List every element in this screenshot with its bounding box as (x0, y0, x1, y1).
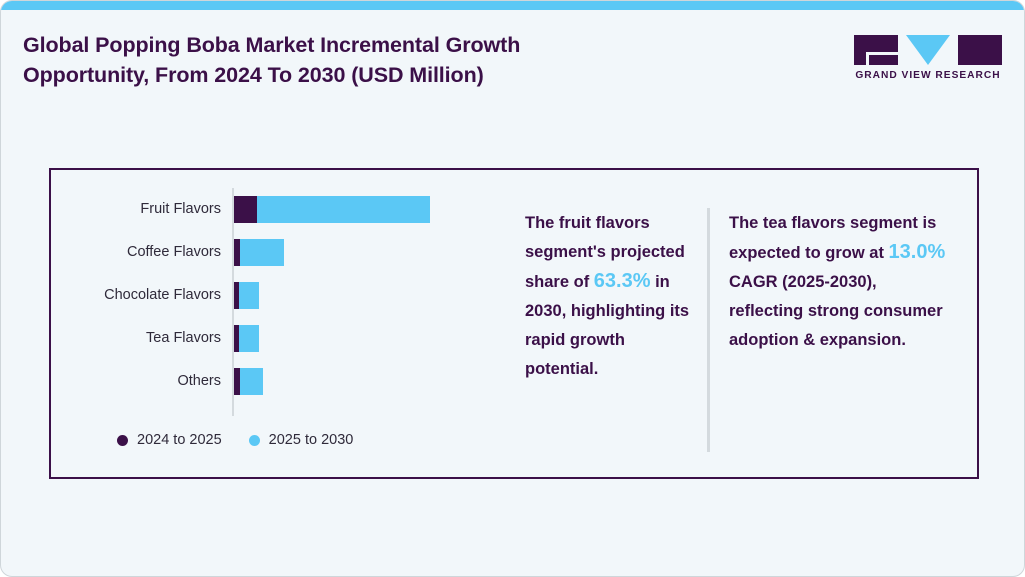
legend-dot-icon (248, 434, 260, 446)
insight-suffix-text: CAGR (2025-2030), reflecting strong cons… (729, 273, 943, 349)
legend-item-2024-to-2025: 2024 to 2025 (117, 432, 222, 448)
bar-category-label: Fruit Flavors (140, 201, 221, 217)
insight-highlight-value: 63.3% (593, 270, 651, 292)
logo-g-stem (866, 52, 869, 65)
bar-segment-2025-2030 (240, 368, 263, 395)
legend-item-2025-to-2030: 2025 to 2030 (248, 432, 354, 448)
table-row: Fruit Flavors (51, 188, 521, 231)
page-title-line-1: Global Popping Boba Market Incremental G… (23, 33, 521, 57)
bar-segment-2025-2030 (240, 239, 284, 266)
logo-triangle-v-icon (906, 35, 950, 65)
bar-segment-2024-2025 (234, 325, 239, 352)
bar-segment-2024-2025 (234, 368, 240, 395)
top-accent-bar (1, 1, 1024, 10)
bar-segment-2025-2030 (257, 196, 430, 223)
fruit-flavors-insight: The fruit flavors segment's projected sh… (525, 209, 697, 384)
insight-prefix-text: The tea flavors segment is expected to g… (729, 214, 937, 262)
table-row: Coffee Flavors (51, 231, 521, 274)
bar-segment-2024-2025 (234, 196, 257, 223)
insight-suffix-text: in 2030, highlighting its rapid growth p… (525, 273, 690, 378)
chart-axis-line (232, 188, 234, 416)
insight-highlight-value: 13.0% (888, 241, 946, 263)
bar-category-label: Coffee Flavors (126, 244, 221, 260)
table-row: Tea Flavors (51, 317, 521, 360)
bar-segment-2025-2030 (239, 282, 259, 309)
content-panel: Fruit Flavors Coffee Flavors Chocolate F… (49, 168, 979, 479)
legend-label: 2024 to 2025 (137, 432, 222, 448)
logo-marks (854, 35, 1002, 65)
bar-segment-2024-2025 (234, 282, 239, 309)
bar-category-label: Chocolate Flavors (104, 287, 221, 303)
legend-label: 2025 to 2030 (268, 432, 354, 448)
header: Global Popping Boba Market Incremental G… (1, 10, 1024, 120)
logo-letter-r-icon (958, 35, 1002, 65)
insight-prefix-text: The fruit flavors segment's projected sh… (525, 214, 685, 291)
page-title: Global Popping Boba Market Incremental G… (23, 30, 723, 90)
bar-category-label: Others (177, 373, 221, 389)
table-row: Chocolate Flavors (51, 274, 521, 317)
bar-category-label: Tea Flavors (146, 330, 221, 346)
bar-segment-2024-2025 (234, 239, 240, 266)
legend-dot-icon (117, 434, 128, 446)
logo-g-slot (866, 52, 900, 55)
logo-wordmark: GRAND VIEW RESEARCH (855, 70, 1001, 81)
insight-divider (707, 208, 710, 452)
chart-legend: 2024 to 2025 2025 to 2030 (117, 428, 353, 452)
bar-segment-2025-2030 (239, 325, 259, 352)
tea-flavors-insight: The tea flavors segment is expected to g… (729, 209, 954, 355)
page-title-line-2: Opportunity, From 2024 To 2030 (USD Mill… (23, 63, 484, 87)
grand-view-research-logo: GRAND VIEW RESEARCH (854, 35, 1002, 83)
incremental-growth-bar-chart: Fruit Flavors Coffee Flavors Chocolate F… (51, 170, 521, 477)
logo-letter-g-icon (854, 35, 898, 65)
table-row: Others (51, 360, 521, 403)
